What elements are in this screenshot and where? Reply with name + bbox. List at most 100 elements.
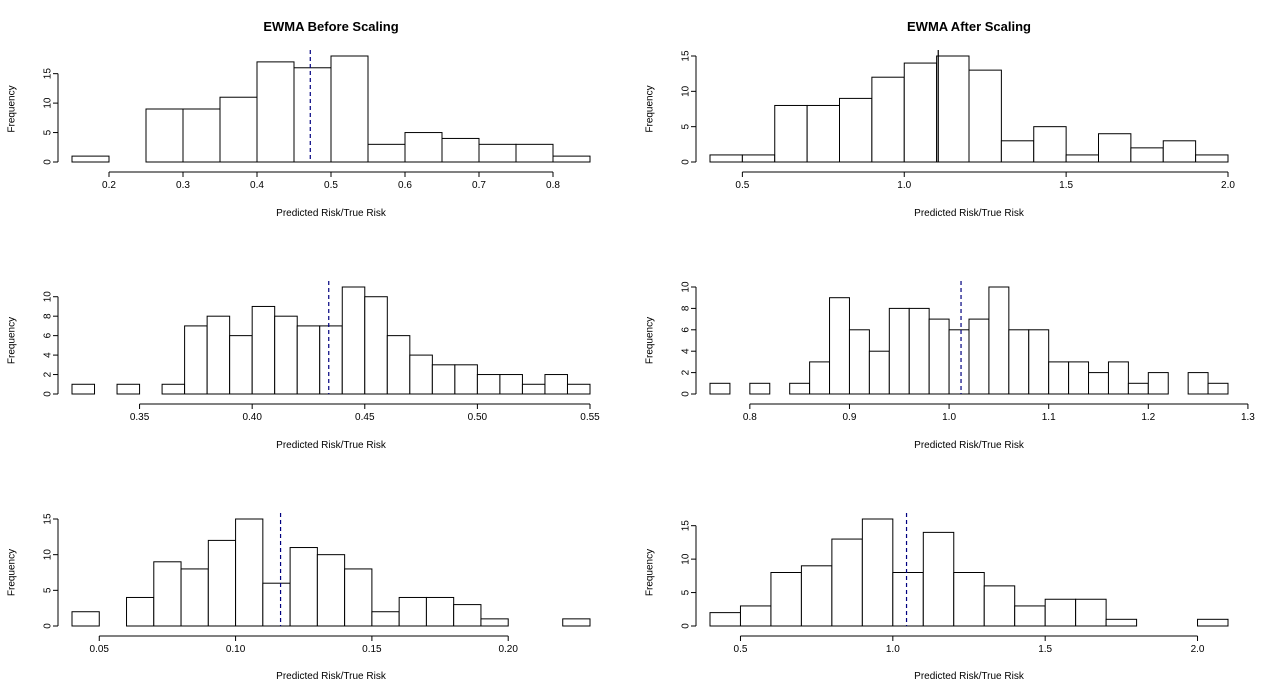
x-tick-label: 0.5 (324, 180, 338, 191)
y-tick-label: 15 (43, 68, 54, 80)
y-axis-title: Frequency (7, 317, 18, 364)
histogram-bar (207, 539, 237, 627)
histogram-bar (871, 76, 905, 163)
x-tick-label: 0.15 (362, 644, 382, 655)
histogram-bar (789, 382, 811, 395)
y-tick-label: 4 (681, 348, 692, 354)
x-axis-title: Predicted Risk/True Risk (276, 440, 387, 451)
histogram-bar (983, 585, 1016, 627)
y-tick-label: 6 (43, 332, 54, 338)
histogram-bar (1008, 329, 1030, 395)
x-tick-label: 0.2 (102, 180, 116, 191)
x-tick-label: 1.0 (886, 644, 900, 655)
histogram-bar (219, 96, 258, 163)
x-tick-label: 0.5 (734, 644, 748, 655)
x-tick-label: 0.9 (843, 412, 857, 423)
y-tick-label: 0 (43, 159, 54, 165)
x-tick-label: 0.35 (130, 412, 150, 423)
histogram-bar (256, 61, 295, 163)
histogram-bar (296, 325, 321, 395)
histogram-bar (478, 143, 517, 163)
y-tick-label: 5 (43, 587, 54, 593)
histogram-bar (839, 97, 873, 163)
histogram-bar (741, 154, 776, 163)
histogram-bar (800, 565, 833, 627)
histogram-bar (566, 383, 591, 395)
x-axis-title: Predicted Risk/True Risk (914, 208, 1025, 219)
x-tick-label: 0.55 (580, 412, 600, 423)
histogram-bar (749, 382, 771, 395)
y-tick-label: 2 (43, 371, 54, 377)
histogram-bar (948, 329, 970, 395)
histogram-bar (861, 518, 894, 627)
histogram-bar (774, 104, 808, 163)
histogram-bar (182, 108, 221, 163)
histogram-bar (770, 572, 802, 627)
histogram-bar (71, 383, 96, 395)
histogram-bar (1048, 361, 1070, 395)
x-tick-label: 0.8 (743, 412, 757, 423)
histogram-bar (515, 143, 554, 163)
x-tick-label: 0.05 (90, 644, 110, 655)
histogram-bar (251, 305, 276, 395)
histogram-bar (441, 137, 480, 163)
x-tick-label: 0.8 (546, 180, 560, 191)
histogram-bar (552, 155, 591, 163)
histogram-bar (1065, 154, 1099, 163)
histogram-bar (425, 596, 455, 627)
y-tick-label: 15 (43, 513, 54, 525)
histogram-bar (1130, 147, 1164, 163)
x-tick-label: 0.40 (242, 412, 262, 423)
x-axis-title: Predicted Risk/True Risk (276, 208, 387, 219)
x-tick-label: 1.5 (1038, 644, 1052, 655)
histogram-bar (1187, 372, 1209, 395)
y-tick-label: 10 (43, 291, 54, 303)
histogram-bar (1044, 598, 1077, 627)
x-tick-label: 0.20 (498, 644, 518, 655)
histogram-bar (71, 611, 100, 627)
histogram-bar (1147, 372, 1169, 395)
x-tick-label: 1.3 (1241, 412, 1255, 423)
histogram-bar (806, 104, 840, 163)
y-axis-title: Frequency (645, 549, 656, 596)
histogram-panel: 0.8 0.9 1.0 1.1 1.2 1.3 0 2 4 6 8 10 Predicted Risk/… (645, 281, 1255, 451)
histogram-bar (903, 62, 938, 163)
y-tick-label: 10 (43, 549, 54, 561)
histogram-bar (289, 547, 318, 627)
histogram-bar (1068, 361, 1090, 395)
histogram-bar (229, 335, 253, 395)
histogram-bar (293, 67, 332, 163)
x-tick-label: 1.0 (897, 180, 911, 191)
histogram-bar (1014, 605, 1046, 627)
x-axis-title: Predicted Risk/True Risk (914, 440, 1025, 451)
histogram-bar (364, 296, 388, 395)
x-tick-label: 1.5 (1059, 180, 1073, 191)
histogram-bar (1105, 618, 1138, 627)
histogram-bar (868, 350, 890, 395)
histogram-bar (454, 364, 478, 395)
histogram-bar (126, 596, 155, 627)
histogram-bar (848, 329, 870, 395)
x-tick-label: 2.0 (1191, 644, 1205, 655)
histogram-bar (316, 554, 346, 627)
histogram-bar (386, 335, 411, 395)
y-tick-label: 10 (43, 97, 54, 109)
x-tick-label: 0.7 (472, 180, 486, 191)
histogram-bar (476, 374, 501, 395)
y-axis-title: Frequency (7, 85, 18, 132)
y-tick-label: 5 (43, 129, 54, 135)
x-tick-label: 0.6 (398, 180, 412, 191)
histogram-bar (409, 354, 433, 395)
histogram-bar (116, 383, 141, 395)
histogram-bar (928, 318, 950, 395)
histogram-bar (831, 538, 863, 627)
y-tick-label: 0 (43, 623, 54, 629)
histogram-bar (153, 561, 182, 627)
histogram-bar (988, 286, 1010, 395)
histogram-bar (262, 582, 291, 627)
histogram-bar (521, 383, 546, 395)
histogram-bar (908, 307, 930, 395)
histogram-bar (480, 618, 509, 627)
histogram-bar (709, 154, 743, 163)
